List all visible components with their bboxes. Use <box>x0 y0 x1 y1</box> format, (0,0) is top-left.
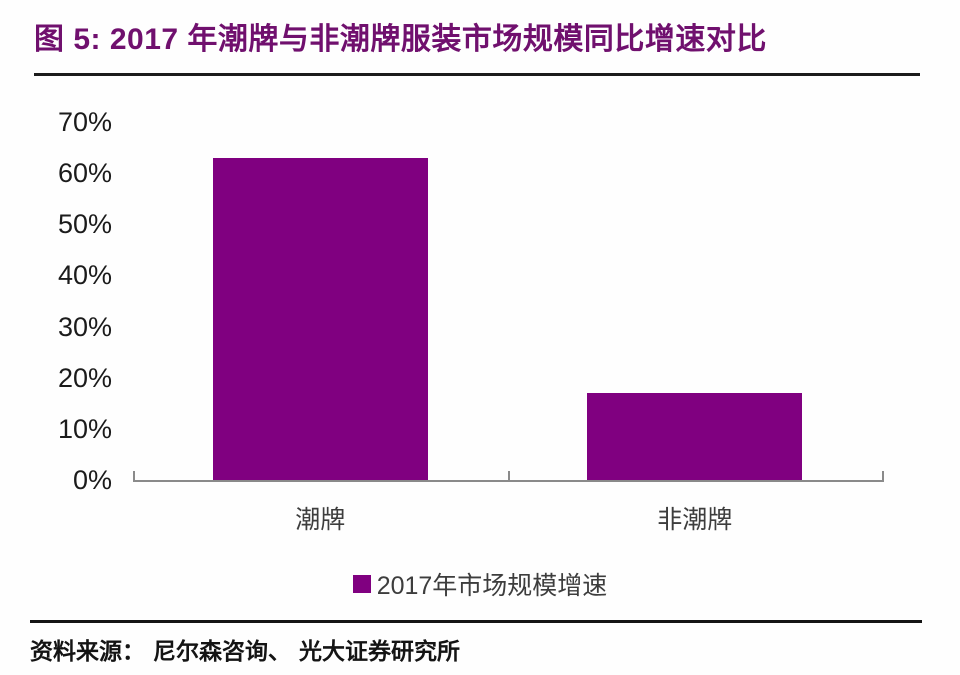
footer-divider <box>30 620 922 623</box>
source-line: 资料来源： 尼尔森咨询、 光大证券研究所 <box>30 638 461 665</box>
x-axis-tick <box>133 471 135 480</box>
bar-潮牌 <box>212 157 428 480</box>
x-axis-tick <box>507 471 510 480</box>
y-tick-label: 10% <box>57 413 112 444</box>
y-tick-label: 70% <box>57 107 112 137</box>
y-tick-label: 40% <box>57 260 112 291</box>
x-category-label-非潮牌: 非潮牌 <box>657 506 733 534</box>
legend-label: 2017年市场规模增速 <box>376 572 608 600</box>
y-tick-label: 20% <box>57 362 112 393</box>
x-category-label-潮牌: 潮牌 <box>295 506 346 534</box>
title-divider <box>34 73 920 76</box>
y-tick-label: 50% <box>57 209 112 240</box>
legend-swatch-square-icon <box>352 575 371 593</box>
y-tick-label: 0% <box>72 465 112 495</box>
x-axis-line <box>133 480 884 482</box>
y-tick-label: 60% <box>57 158 112 189</box>
y-tick-label: 30% <box>57 311 112 342</box>
x-axis-tick <box>882 471 884 480</box>
bar-非潮牌 <box>587 393 803 480</box>
chart-legend: 2017年市场规模增速 <box>0 566 960 602</box>
figure-title: 图 5: 2017 年潮牌与非潮牌服装市场规模同比增速对比 <box>34 23 767 56</box>
